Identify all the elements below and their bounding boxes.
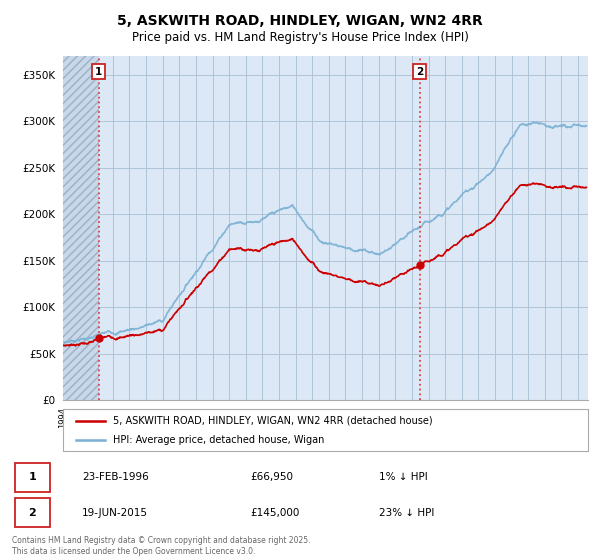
Text: 5, ASKWITH ROAD, HINDLEY, WIGAN, WN2 4RR (detached house): 5, ASKWITH ROAD, HINDLEY, WIGAN, WN2 4RR… — [113, 416, 433, 426]
Text: 2: 2 — [28, 508, 36, 517]
FancyBboxPatch shape — [15, 463, 50, 492]
Text: 23-FEB-1996: 23-FEB-1996 — [82, 473, 149, 482]
Text: 1: 1 — [95, 67, 103, 77]
Text: 19-JUN-2015: 19-JUN-2015 — [82, 508, 148, 517]
Text: 1: 1 — [28, 473, 36, 482]
Text: 5, ASKWITH ROAD, HINDLEY, WIGAN, WN2 4RR: 5, ASKWITH ROAD, HINDLEY, WIGAN, WN2 4RR — [117, 14, 483, 28]
Bar — [63, 56, 99, 400]
FancyBboxPatch shape — [15, 498, 50, 528]
Bar — [63, 56, 99, 400]
Text: 2: 2 — [416, 67, 424, 77]
Text: Contains HM Land Registry data © Crown copyright and database right 2025.
This d: Contains HM Land Registry data © Crown c… — [12, 536, 311, 556]
Text: £66,950: £66,950 — [251, 473, 293, 482]
Text: 23% ↓ HPI: 23% ↓ HPI — [379, 508, 434, 517]
FancyBboxPatch shape — [63, 409, 588, 451]
Text: £145,000: £145,000 — [251, 508, 300, 517]
Text: HPI: Average price, detached house, Wigan: HPI: Average price, detached house, Wiga… — [113, 435, 324, 445]
Text: 1% ↓ HPI: 1% ↓ HPI — [379, 473, 427, 482]
Text: Price paid vs. HM Land Registry's House Price Index (HPI): Price paid vs. HM Land Registry's House … — [131, 31, 469, 44]
